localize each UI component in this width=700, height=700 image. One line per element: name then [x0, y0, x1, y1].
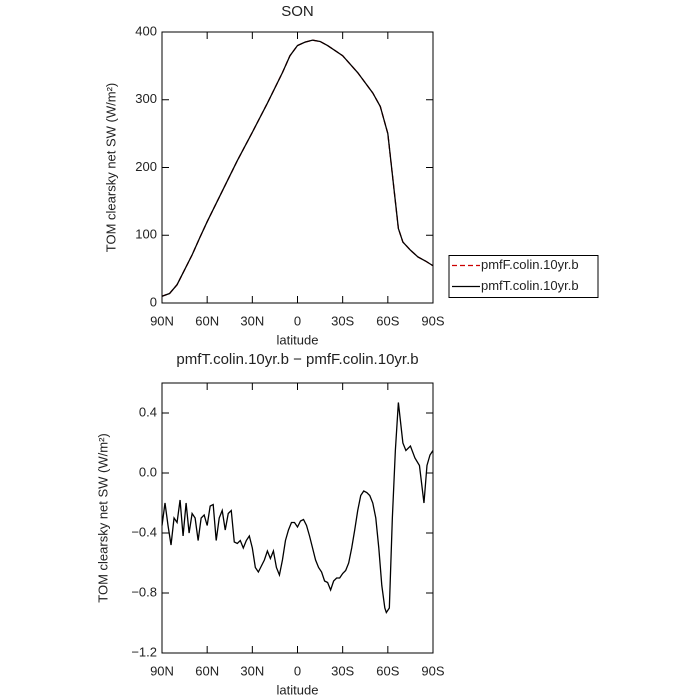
x-tick-label: 60N	[195, 663, 219, 678]
line-series	[161, 402, 434, 614]
legend-label: pmfT.colin.10yr.b	[481, 278, 579, 293]
x-tick-label: 90S	[421, 313, 444, 328]
line-series	[161, 39, 434, 297]
y-tick-label: 100	[135, 227, 157, 242]
y-tick-label: 0.4	[139, 404, 157, 419]
x-tick-label: 60S	[376, 663, 399, 678]
line-series	[161, 39, 434, 297]
x-tick-label: 30N	[240, 313, 264, 328]
x-tick-label: 30S	[331, 663, 354, 678]
x-tick-label: 60S	[376, 313, 399, 328]
x-axis-label: latitude	[277, 332, 319, 347]
y-tick-label: −1.2	[131, 644, 157, 659]
y-axis-label: TOM clearsky net SW (W/m²)	[103, 83, 118, 252]
x-tick-label: 90N	[150, 663, 174, 678]
x-tick-label: 30N	[240, 663, 264, 678]
y-tick-label: −0.4	[131, 524, 157, 539]
chart-title: SON	[281, 3, 314, 20]
x-tick-label: 90N	[150, 313, 174, 328]
y-tick-label: 400	[135, 23, 157, 38]
y-tick-label: −0.8	[131, 584, 157, 599]
plot-frame	[161, 382, 434, 654]
y-tick-label: 0	[150, 294, 157, 309]
y-tick-label: 300	[135, 91, 157, 106]
y-tick-label: 0.0	[139, 464, 157, 479]
x-axis-label: latitude	[277, 682, 319, 697]
plot-frame	[161, 31, 434, 304]
y-tick-label: 200	[135, 159, 157, 174]
x-tick-label: 60N	[195, 313, 219, 328]
legend-box	[448, 255, 599, 298]
x-tick-label: 0	[294, 663, 301, 678]
x-tick-label: 90S	[421, 663, 444, 678]
legend-label: pmfF.colin.10yr.b	[481, 257, 579, 272]
chart-title: pmfT.colin.10yr.b − pmfF.colin.10yr.b	[176, 351, 418, 368]
y-axis-label: TOM clearsky net SW (W/m²)	[95, 433, 110, 602]
x-tick-label: 30S	[331, 313, 354, 328]
x-tick-label: 0	[294, 313, 301, 328]
